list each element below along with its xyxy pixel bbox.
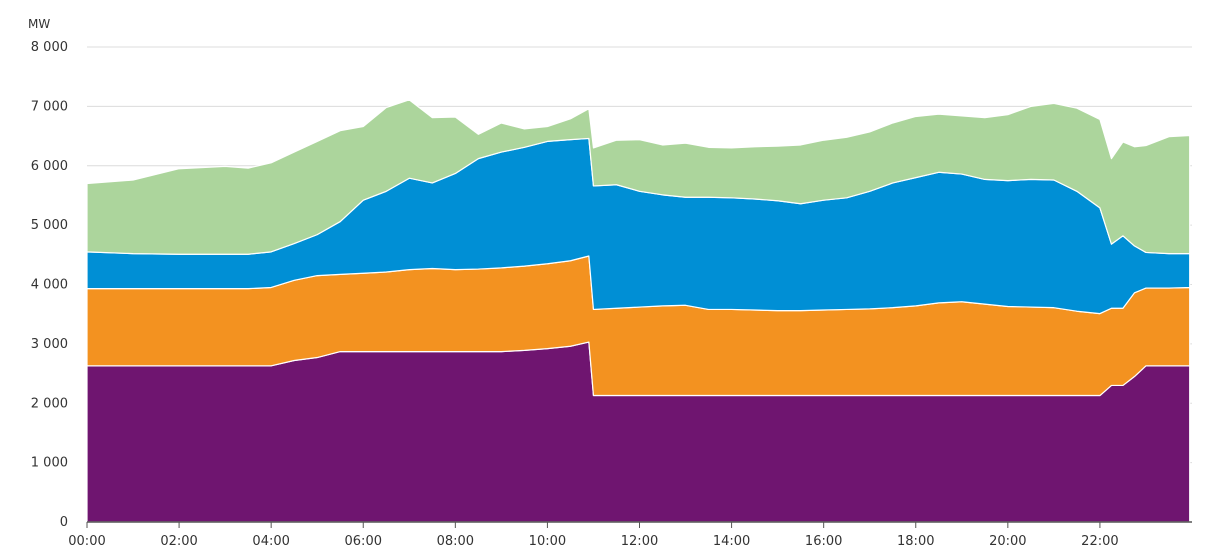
y-tick-label: 7 000 [31, 99, 68, 114]
y-tick-label: 4 000 [31, 278, 68, 293]
x-tick-label: 16:00 [805, 534, 842, 549]
x-tick-label: 04:00 [252, 534, 289, 549]
series-area [86, 99, 1191, 255]
x-tick-label: 14:00 [713, 534, 750, 549]
y-tick-label: 8 000 [31, 40, 68, 55]
x-tick-label: 18:00 [897, 534, 934, 549]
y-unit-label: MW [28, 17, 50, 31]
x-tick-label: 10:00 [529, 534, 566, 549]
x-tick-label: 02:00 [160, 534, 197, 549]
y-tick-label: 0 [60, 515, 68, 530]
x-tick-label: 22:00 [1081, 534, 1118, 549]
y-tick-label: 1 000 [31, 456, 68, 471]
x-tick-label: 12:00 [621, 534, 658, 549]
y-tick-label: 5 000 [31, 218, 68, 233]
y-tick-label: 2 000 [31, 396, 68, 411]
x-axis: 00:00 02:00 04:00 06:00 08:00 10:00 12:00 14:00… [68, 521, 1192, 549]
y-axis: 0 1 000 2 000 3 000 4 000 5 000 6 000 7 000 8 00… [31, 40, 68, 530]
x-tick-label: 20:00 [989, 534, 1026, 549]
y-tick-label: 3 000 [31, 337, 68, 352]
x-tick-label: 08:00 [437, 534, 474, 549]
series-areas [86, 99, 1191, 523]
x-tick-label: 00:00 [68, 534, 105, 549]
x-tick-label: 06:00 [345, 534, 382, 549]
y-tick-label: 6 000 [31, 159, 68, 174]
